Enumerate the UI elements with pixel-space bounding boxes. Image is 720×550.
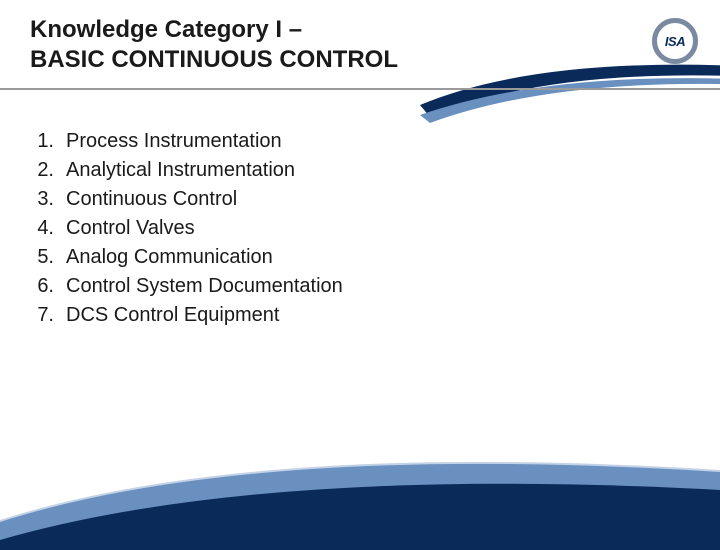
list-item: 4. Control Valves	[32, 217, 343, 240]
list-number: 2.	[32, 159, 60, 182]
isa-logo: ISA	[652, 18, 698, 64]
list-item: 2. Analytical Instrumentation	[32, 159, 343, 182]
list-text: Process Instrumentation	[60, 130, 282, 153]
title-line-1: Knowledge Category I –	[30, 16, 302, 43]
list-number: 3.	[32, 188, 60, 211]
list-item: 7. DCS Control Equipment	[32, 304, 343, 327]
list-number: 4.	[32, 217, 60, 240]
list-item: 6. Control System Documentation	[32, 275, 343, 298]
list-number: 7.	[32, 304, 60, 327]
list-number: 6.	[32, 275, 60, 298]
title-line-2: BASIC CONTINUOUS CONTROL	[30, 46, 398, 73]
swoosh-bottom-icon	[0, 380, 720, 550]
list-text: Control System Documentation	[60, 275, 343, 298]
list-text: Control Valves	[60, 217, 195, 240]
slide: Knowledge Category I – BASIC CONTINUOUS …	[0, 0, 720, 540]
list-text: DCS Control Equipment	[60, 304, 279, 327]
list-text: Analog Communication	[60, 246, 273, 269]
list-text: Analytical Instrumentation	[60, 159, 295, 182]
content-list: 1. Process Instrumentation 2. Analytical…	[32, 130, 343, 333]
list-item: 5. Analog Communication	[32, 246, 343, 269]
list-number: 1.	[32, 130, 60, 153]
list-item: 1. Process Instrumentation	[32, 130, 343, 153]
logo-text: ISA	[665, 34, 685, 49]
header-divider	[0, 88, 720, 90]
list-text: Continuous Control	[60, 188, 237, 211]
list-item: 3. Continuous Control	[32, 188, 343, 211]
list-number: 5.	[32, 246, 60, 269]
logo-ring-icon: ISA	[652, 18, 698, 64]
slide-title: Knowledge Category I – BASIC CONTINUOUS …	[30, 15, 690, 75]
